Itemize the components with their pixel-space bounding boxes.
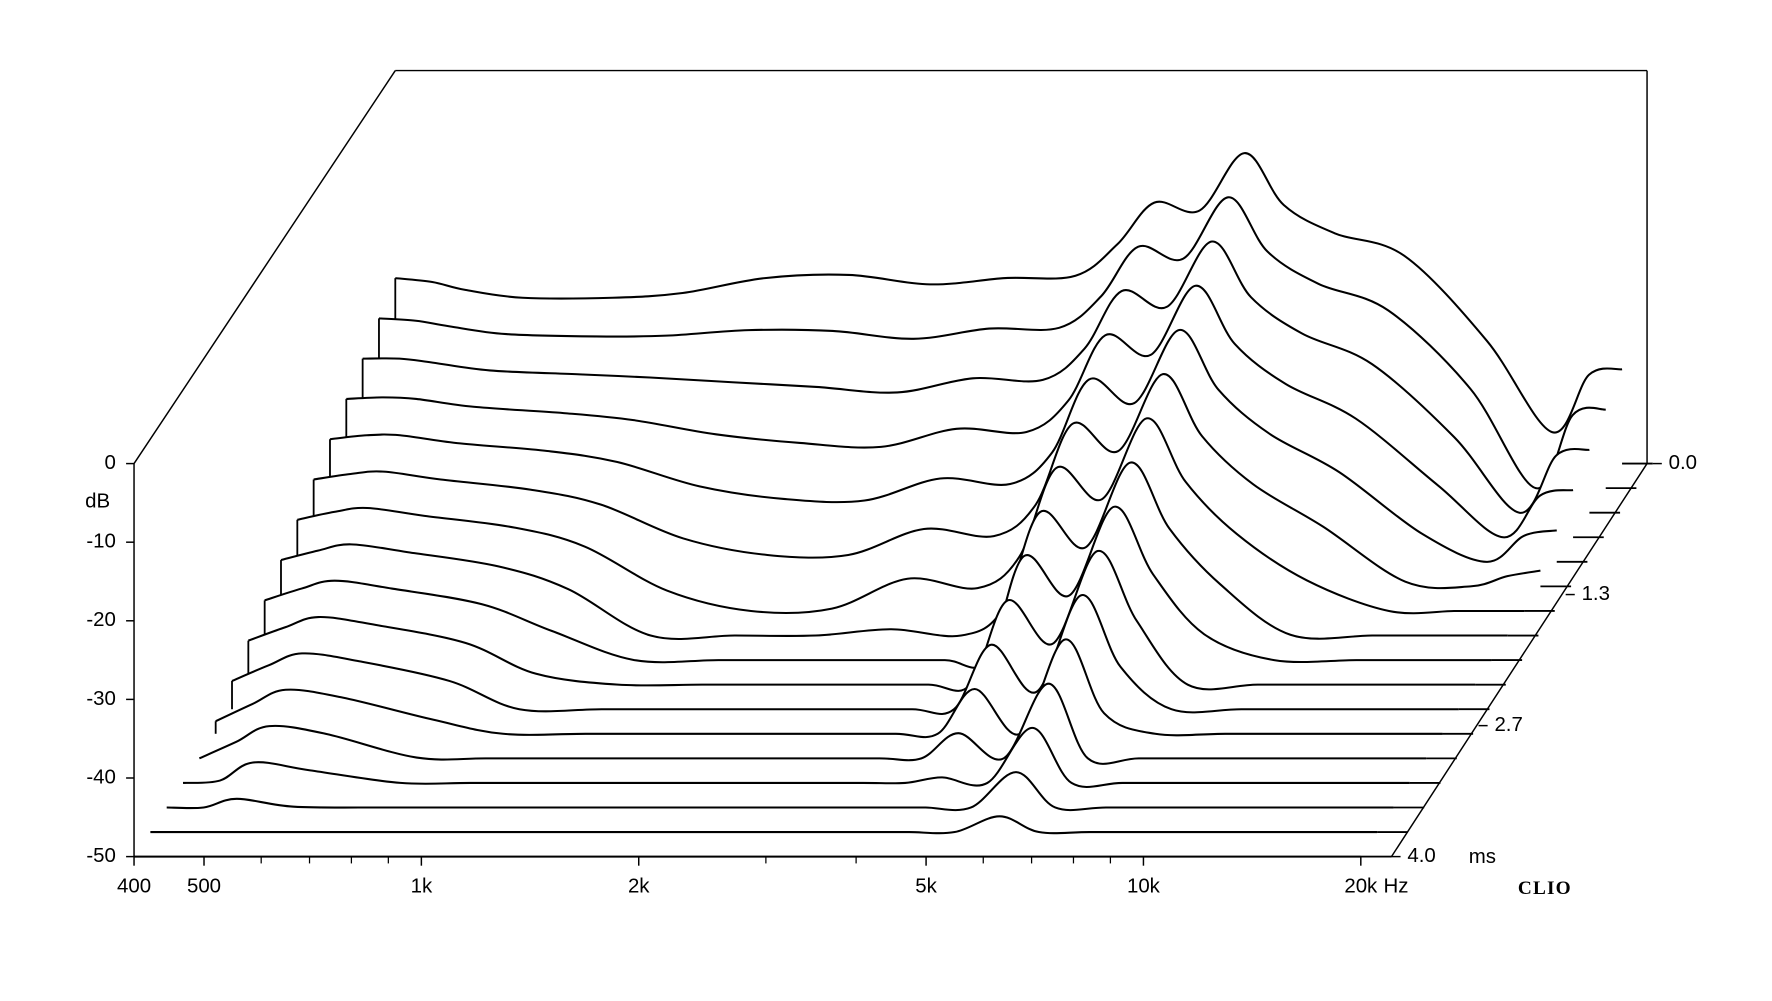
y-tick-label: 0 xyxy=(104,451,115,474)
y-tick-label: -40 xyxy=(86,765,116,788)
slice-curve xyxy=(166,771,1394,812)
slice-curve xyxy=(231,594,1459,715)
slice-curve xyxy=(215,638,1443,739)
y-tick-label: -10 xyxy=(86,530,116,553)
x-axis-label: Hz xyxy=(1384,875,1409,898)
slice-fill xyxy=(264,506,1492,668)
z-axis-label: ms xyxy=(1469,845,1496,868)
z-tick-label: 0.0 xyxy=(1669,451,1697,474)
slice-fill xyxy=(280,462,1508,639)
slice-curve xyxy=(362,240,1590,514)
frame-edge xyxy=(133,70,396,464)
x-tick-label: 5k xyxy=(915,875,937,898)
y-tick-label: -20 xyxy=(86,608,116,631)
slice-curve xyxy=(313,373,1541,590)
z-tick-label: 2.7 xyxy=(1494,713,1522,736)
slice-fill xyxy=(297,418,1525,614)
x-tick-label: 2k xyxy=(628,875,650,898)
slice-fill xyxy=(150,816,1378,834)
x-tick-label: 20k xyxy=(1344,875,1378,898)
slice-fill xyxy=(199,683,1427,764)
y-tick-label: -50 xyxy=(86,844,116,867)
slices xyxy=(134,152,1653,858)
slice-fill xyxy=(183,727,1410,787)
slice-curve xyxy=(329,328,1557,563)
slice-curve xyxy=(378,196,1606,490)
brand: CLIO xyxy=(1518,878,1572,899)
x-tick-label: 10k xyxy=(1127,875,1161,898)
slice-curve xyxy=(297,417,1525,615)
z-tick-label: 4.0 xyxy=(1407,844,1435,867)
z-tick-label: 1.3 xyxy=(1582,582,1610,605)
slice-curve xyxy=(182,726,1410,788)
x-tick-label: 500 xyxy=(187,875,221,898)
slice-curve xyxy=(346,284,1574,539)
slice-fill xyxy=(215,639,1443,738)
slice-curve xyxy=(395,152,1623,434)
x-tick-label: 1k xyxy=(411,875,433,898)
slice-curve xyxy=(198,682,1427,765)
y-tick-label: -30 xyxy=(86,687,116,710)
x-tick-label: 400 xyxy=(117,875,151,898)
slice-curve xyxy=(150,815,1378,835)
y-axis-label: dB xyxy=(85,490,110,513)
slice-curve xyxy=(247,550,1476,692)
